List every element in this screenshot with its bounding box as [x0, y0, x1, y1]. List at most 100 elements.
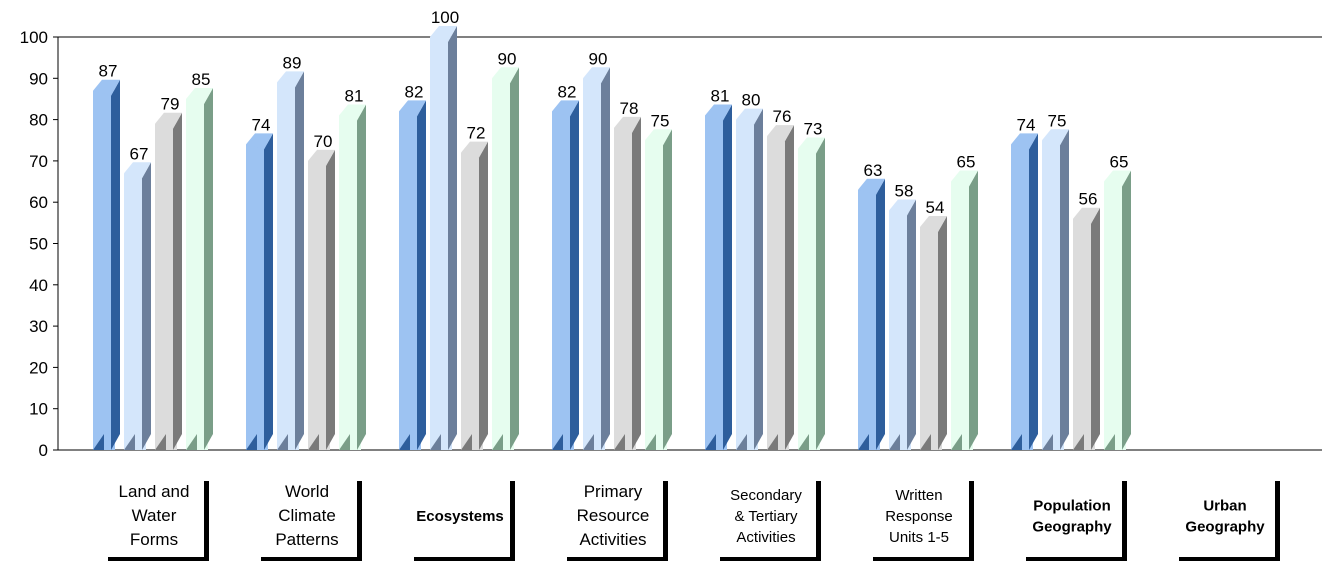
category-bracket-base [567, 557, 668, 561]
bar-front-face [645, 140, 667, 450]
category-label: Secondary & Tertiary Activities [720, 481, 821, 561]
bar-front-face [767, 136, 789, 450]
y-tick-label: 20 [29, 358, 48, 377]
bar-top-face [951, 170, 978, 187]
bar-top-face [736, 108, 763, 125]
bar [430, 26, 457, 450]
bar-front-face [399, 111, 421, 450]
bar-base-face [186, 434, 197, 450]
category-label-line: Response [885, 508, 953, 525]
bar-base-face [920, 434, 931, 450]
y-tick-label: 70 [29, 152, 48, 171]
bar [645, 129, 672, 450]
category-bracket-base [261, 557, 362, 561]
bar [736, 108, 763, 450]
data-label: 74 [252, 115, 271, 134]
data-label: 74 [1017, 115, 1036, 134]
data-label: 80 [742, 91, 761, 110]
bar-front-face [798, 148, 820, 450]
bar-side-face [601, 67, 610, 451]
bar-front-face [430, 37, 452, 450]
bar-base-face [339, 434, 350, 450]
category-bracket-side [663, 481, 668, 561]
category-label-line: Resource [577, 506, 650, 525]
y-tick-label: 40 [29, 276, 48, 295]
bar-side-face [510, 67, 519, 451]
bar-side-face [1091, 207, 1100, 450]
bar-top-face [1042, 129, 1069, 146]
category-bracket-side [816, 481, 821, 561]
bar [1104, 170, 1131, 451]
category-labels: Land and Water Forms World Climate Patterns Ec… [108, 481, 1280, 561]
bar-top-face [399, 100, 426, 117]
category-bracket-base [414, 557, 515, 561]
y-tick-label: 100 [20, 28, 48, 47]
bar-base-face [93, 434, 104, 450]
category-label-line: Activities [579, 530, 646, 549]
bar-side-face [570, 100, 579, 450]
bar [951, 170, 978, 451]
bar-base-face [767, 434, 778, 450]
data-label: 58 [895, 181, 914, 200]
bar [339, 104, 366, 450]
bar-base-face [308, 434, 319, 450]
category-bracket-side [204, 481, 209, 561]
bar [277, 71, 304, 451]
bar [583, 67, 610, 451]
data-label: 85 [192, 70, 211, 89]
y-tick-label: 10 [29, 400, 48, 419]
bar-side-face [1122, 170, 1131, 451]
category-label: Written Response Units 1-5 [873, 481, 974, 561]
bar-front-face [920, 226, 942, 450]
category-label-line: Written [895, 487, 942, 504]
bar-base-face [858, 434, 869, 450]
bar-base-face [705, 434, 716, 450]
bar-top-face [889, 199, 916, 216]
bar-base-face [430, 434, 441, 450]
bar [552, 100, 579, 450]
bar-side-face [663, 129, 672, 450]
bar-top-face [124, 162, 151, 179]
bar-side-face [417, 100, 426, 450]
bar [767, 125, 794, 451]
bar-side-face [754, 108, 763, 450]
bar-base-face [552, 434, 563, 450]
bar-side-face [723, 104, 732, 450]
bar-front-face [492, 78, 514, 451]
bar-side-face [326, 149, 335, 450]
bar-front-face [552, 111, 574, 450]
data-label: 89 [283, 53, 302, 72]
bar [492, 67, 519, 451]
data-label: 67 [130, 144, 149, 163]
category-label-line: Patterns [275, 530, 338, 549]
bar-side-face [1060, 129, 1069, 450]
bar-top-face [645, 129, 672, 146]
y-tick-label: 50 [29, 235, 48, 254]
category-bracket-base [720, 557, 821, 561]
y-tick-label: 0 [39, 441, 48, 460]
bar [1042, 129, 1069, 450]
bar-front-face [614, 127, 636, 451]
bar-front-face [155, 123, 177, 450]
category-label-line: Activities [736, 529, 795, 546]
data-label: 63 [864, 161, 883, 180]
bar-side-face [142, 162, 151, 451]
data-label: 54 [926, 198, 945, 217]
bar-side-face [173, 112, 182, 450]
data-label: 81 [711, 86, 730, 105]
category-label-line: Primary [584, 482, 643, 501]
data-label: 82 [558, 82, 577, 101]
bar-base-face [798, 434, 809, 450]
bar-base-face [736, 434, 747, 450]
category-label-line: Urban [1203, 498, 1246, 515]
bar [889, 199, 916, 450]
bar-base-face [399, 434, 410, 450]
data-label: 82 [405, 82, 424, 101]
category-label-line: Geography [1032, 519, 1112, 536]
bar-side-face [876, 178, 885, 450]
category-label: Population Geography [1026, 481, 1127, 561]
bar-base-face [492, 434, 503, 450]
bar-top-face [308, 149, 335, 166]
bar-side-face [938, 215, 947, 450]
category-label: Land and Water Forms [108, 481, 209, 561]
